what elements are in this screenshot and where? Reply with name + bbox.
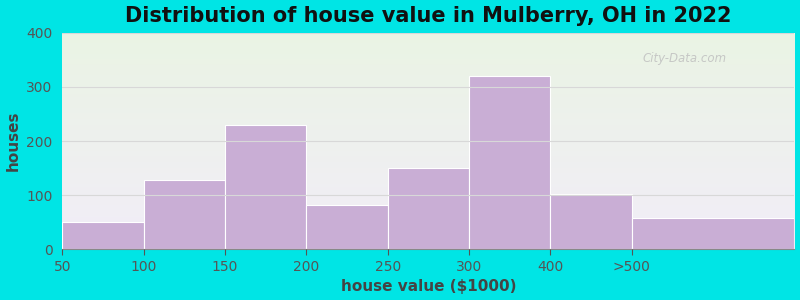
Bar [469, 76, 550, 250]
X-axis label: house value ($1000): house value ($1000) [341, 279, 516, 294]
Bar [225, 125, 306, 250]
Bar [388, 168, 469, 250]
Bar [632, 218, 794, 250]
Text: City-Data.com: City-Data.com [642, 52, 726, 65]
Bar [62, 222, 143, 250]
Y-axis label: houses: houses [6, 111, 21, 171]
Bar [306, 205, 388, 250]
Bar [143, 180, 225, 250]
Bar [550, 194, 632, 250]
Title: Distribution of house value in Mulberry, OH in 2022: Distribution of house value in Mulberry,… [125, 6, 731, 26]
